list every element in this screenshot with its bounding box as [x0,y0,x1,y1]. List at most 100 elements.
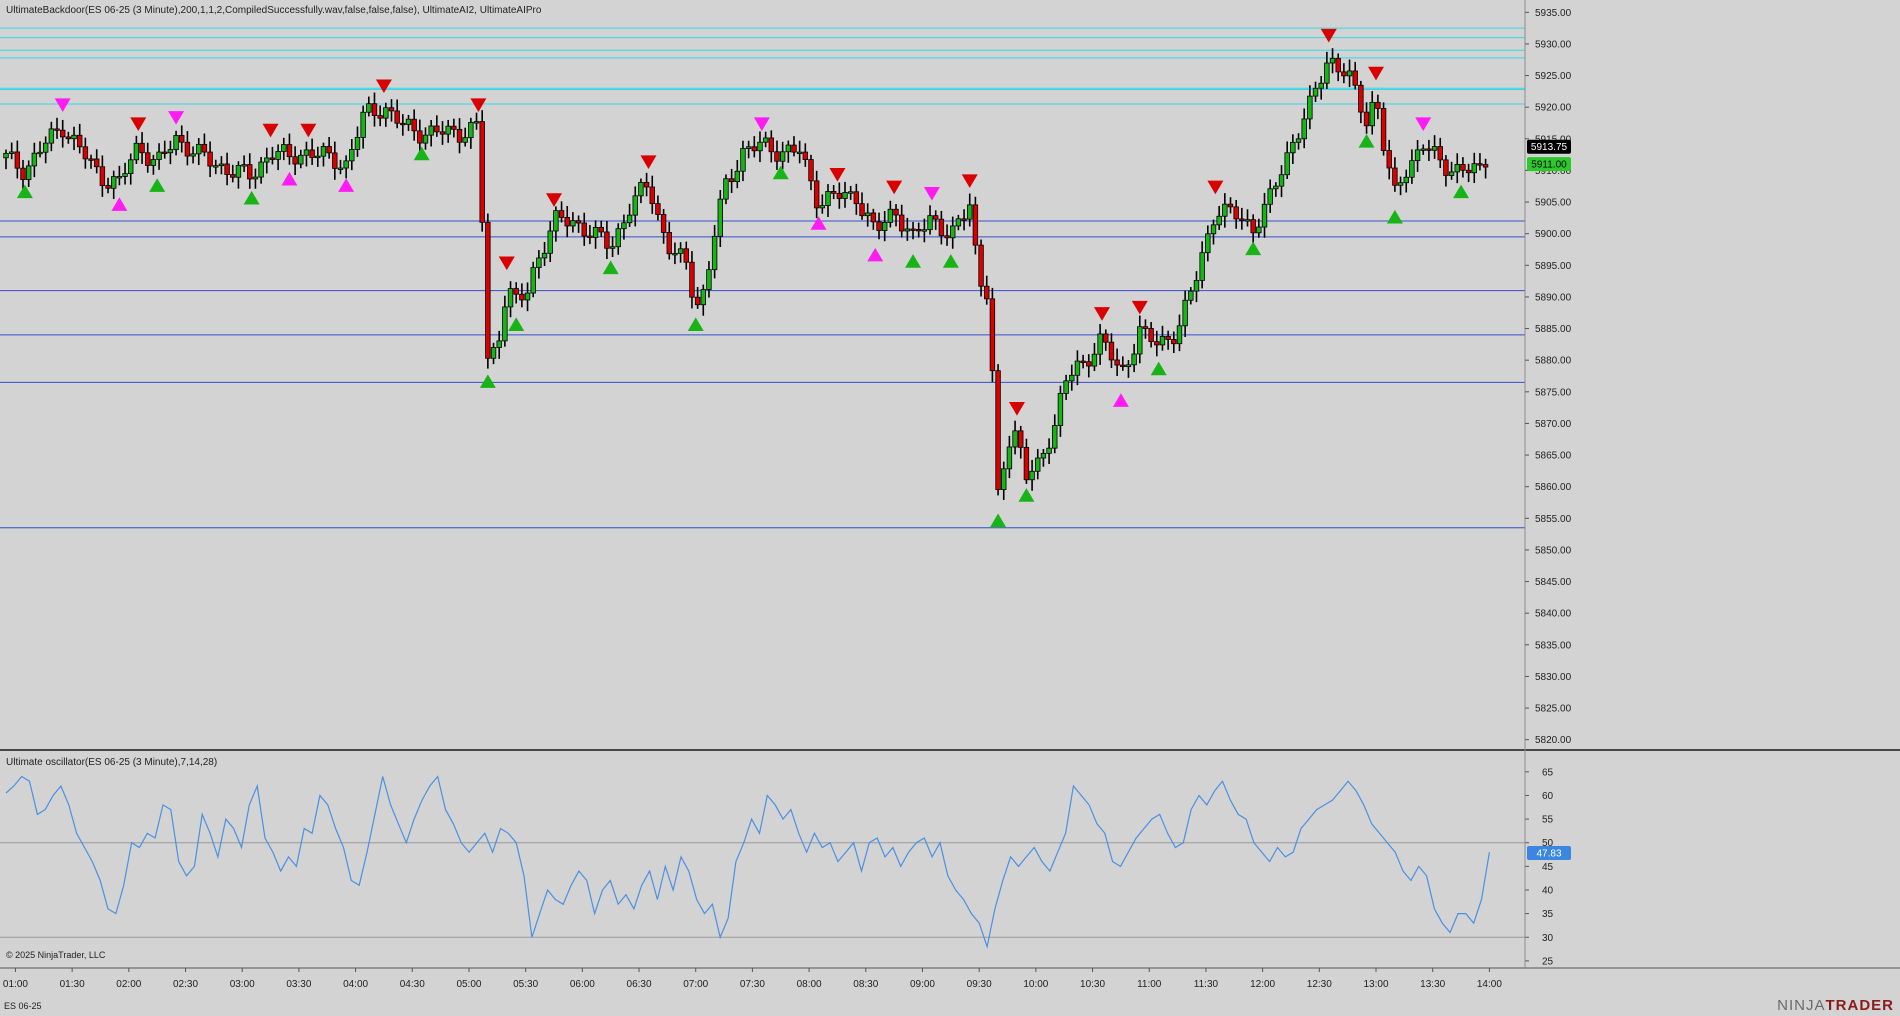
candle-body [1239,218,1245,221]
candle-body [479,121,485,223]
candle-body [558,210,565,218]
oscillator-line [5,775,1490,950]
price-tick-label: 5885.00 [1535,324,1572,335]
sell-signal-marker [1415,117,1432,132]
candle-body [706,269,712,290]
candle-body [1335,57,1341,73]
candle-body [842,192,848,199]
candle-body [468,122,474,139]
candle-body [717,198,723,237]
candle-body [830,191,837,194]
candle-body [145,152,151,166]
time-tick-label: 13:30 [1420,979,1445,990]
candle-body [876,221,882,231]
candle-body [31,152,38,167]
candle-body [677,248,684,254]
candle-body [320,146,327,157]
sell-signal-marker [886,180,903,195]
candle-body [218,163,225,167]
buy-signal-marker [16,184,33,199]
candle-body [916,229,922,232]
candle-body [813,180,820,209]
candle-body [887,208,894,223]
candle-body [1358,84,1364,113]
price-tick-label: 5910.00 [1535,166,1572,177]
candle-body [519,293,525,301]
candle-body [972,204,979,246]
time-tick-label: 10:00 [1023,979,1048,990]
candle-body [360,111,366,138]
time-tick-label: 04:30 [400,979,425,990]
candle-body [1046,447,1052,454]
price-tick-label: 5925.00 [1535,71,1572,82]
candle-body [507,288,514,308]
candle-body [1222,203,1228,217]
candle-body [774,151,780,162]
candle-body [621,222,627,230]
candle-body [870,212,877,223]
copyright-text: © 2025 NinjaTrader, LLC [6,950,106,960]
candle-body [326,146,332,154]
candle-body [1108,341,1115,361]
candle-body [1329,57,1336,64]
candle-body [1477,163,1483,166]
candle-body [1392,167,1398,186]
oscillator-tick-label: 30 [1542,933,1554,944]
candle-body [1460,163,1466,171]
candle-body [609,246,616,249]
candle-body [1482,164,1489,168]
candle-body [796,151,803,154]
candle-body [156,151,162,160]
candle-body [207,151,213,167]
candle-body [303,149,310,156]
marked-level-badge [1527,157,1571,172]
sell-signal-marker [829,168,846,182]
price-tick-label: 5905.00 [1535,198,1572,209]
last-price-badge [1527,139,1571,154]
candle-body [1052,425,1058,449]
time-tick-label: 05:30 [513,979,538,990]
price-tick-label: 5880.00 [1535,356,1572,367]
sell-signal-marker [1207,180,1224,195]
candle-body [785,144,792,153]
candle-body [836,192,843,199]
price-tick-label: 5890.00 [1535,292,1572,303]
candle-body [349,149,355,162]
signal-markers [16,28,1470,528]
time-tick-label: 01:30 [60,979,85,990]
candle-body [581,222,587,237]
candle-body [1080,360,1086,363]
candle-body [150,159,157,166]
candle-body [683,248,689,263]
candle-body [54,128,60,131]
candle-body [689,261,695,298]
candle-body [1261,203,1268,228]
price-tick-label: 5875.00 [1535,387,1572,398]
price-tick-label: 5825.00 [1535,704,1572,715]
candle-body [859,203,865,217]
candle-body [1120,364,1126,368]
candle-body [1312,87,1319,97]
instrument-tab[interactable]: ES 06-25 [4,1001,42,1011]
candle-body [88,158,94,161]
sell-signal-marker [130,117,147,132]
oscillator-value-badge [1527,845,1571,860]
sell-signal-marker [1320,28,1337,43]
candle-body [1148,328,1154,343]
candle-body [592,226,599,238]
sell-signal-marker [498,256,515,271]
candle-body [1018,430,1024,448]
candle-body [819,205,826,209]
candle-body [337,167,344,170]
time-tick-label: 07:30 [740,979,765,990]
candle-body [570,220,576,227]
time-tick-label: 03:30 [286,979,311,990]
candle-body [439,131,446,135]
candle-body [853,191,860,205]
buy-signal-marker [602,260,619,275]
candle-body [1199,252,1205,281]
candle-body [309,149,315,159]
candle-body [48,128,55,144]
